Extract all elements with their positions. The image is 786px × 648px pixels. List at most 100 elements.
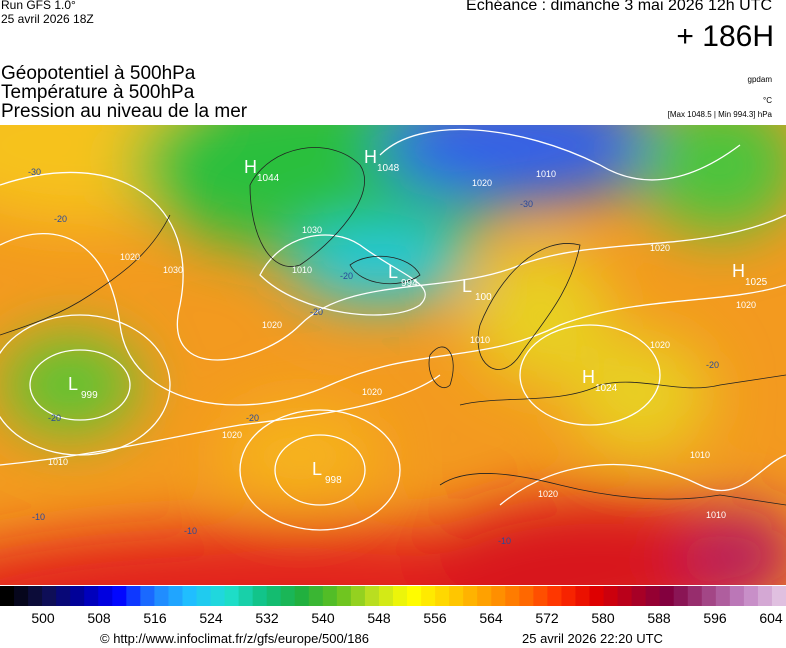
color-swatch (112, 586, 127, 606)
color-swatch (350, 586, 366, 606)
colorbar (0, 586, 786, 606)
colorbar-label: 508 (87, 610, 111, 626)
color-swatch (84, 586, 99, 606)
temperature-label: -20 (246, 413, 259, 423)
color-swatch (645, 586, 661, 606)
color-swatch (435, 586, 450, 606)
colorbar-label: 604 (759, 610, 783, 626)
color-swatch (771, 586, 786, 606)
isobar-label: 1020 (650, 243, 670, 253)
color-swatch (701, 586, 717, 606)
colorbar-label: 500 (31, 610, 55, 626)
color-swatch (561, 586, 576, 606)
isobar-label: 1020 (362, 387, 382, 397)
temperature-label: -10 (32, 512, 45, 522)
isobar-label: 1020 (472, 178, 492, 188)
center-letter: L (312, 459, 322, 479)
color-swatch (575, 586, 590, 606)
temperature-label: -30 (28, 167, 41, 177)
isobar-label: 1020 (120, 252, 140, 262)
colorbar-label: 548 (367, 610, 391, 626)
field-shading (0, 125, 786, 585)
center-value: 1048 (377, 163, 400, 174)
center-letter: H (732, 261, 745, 281)
color-swatch (617, 586, 633, 606)
color-swatch (463, 586, 478, 606)
isobar-label: 1020 (736, 300, 756, 310)
color-swatch (477, 586, 492, 606)
center-letter: H (244, 157, 257, 177)
colorbar-labels: 500 508 516 524 532 540 548 556 564 572 580 588 596 6… (0, 610, 786, 628)
colorbar-label: 532 (255, 610, 279, 626)
color-swatch (533, 586, 548, 606)
color-swatch (491, 586, 506, 606)
color-swatch (168, 586, 183, 606)
color-swatch (519, 586, 534, 606)
colorbar-label: 588 (647, 610, 671, 626)
color-swatch (252, 586, 268, 606)
unit: gpdam (747, 75, 772, 84)
center-letter: L (388, 262, 398, 282)
color-swatch (687, 586, 703, 606)
color-swatch (210, 586, 226, 606)
field: Température à 500hPa (1, 82, 195, 103)
color-swatch (42, 586, 57, 606)
valid-time: Echéance : dimanche 3 mai 2026 12h UTC (466, 0, 772, 14)
color-swatch (322, 586, 338, 606)
color-swatch (589, 586, 605, 606)
lead-time: + 186H (676, 20, 774, 53)
center-value: 100 (475, 292, 492, 303)
color-swatch (98, 586, 113, 606)
temperature-label: -20 (706, 360, 719, 370)
color-swatch (659, 586, 675, 606)
color-swatch (224, 586, 240, 606)
color-swatch (378, 586, 394, 606)
colorbar-label: 516 (143, 610, 167, 626)
isobar-label: 1010 (706, 510, 726, 520)
isobar-labels: 1030 1020 1020 1020 1020 1010 1010 1010 1020 1020… (48, 169, 756, 520)
center-value: 1025 (745, 277, 768, 288)
isobar-label: 1030 (302, 225, 322, 235)
field: Pression au niveau de la mer (1, 101, 248, 122)
unit: °C (763, 96, 772, 105)
colorbar-label: 572 (535, 610, 559, 626)
color-swatch (336, 586, 352, 606)
center-value: 994 (401, 278, 418, 289)
color-swatch (196, 586, 212, 606)
isobar-label: 1010 (690, 450, 710, 460)
color-swatch (673, 586, 689, 606)
isobar-label: 1010 (48, 457, 68, 467)
color-swatch (56, 586, 71, 606)
color-swatch (715, 586, 731, 606)
footer-date: 25 avril 2026 22:20 UTC (522, 631, 663, 646)
color-swatch (0, 586, 15, 606)
colorbar-label: 540 (311, 610, 335, 626)
run: Run GFS 1.0° (1, 0, 76, 12)
color-swatch (421, 586, 436, 606)
center-letter: H (582, 367, 595, 387)
color-swatch (182, 586, 197, 606)
temperature-label: -10 (498, 536, 511, 546)
color-swatch (28, 586, 43, 606)
center-letter: L (68, 374, 78, 394)
color-swatch (407, 586, 422, 606)
isobar-label: 1010 (536, 169, 556, 179)
color-swatch (294, 586, 310, 606)
temperature-label: -30 (520, 199, 533, 209)
center-value: 999 (81, 390, 98, 401)
color-swatch (266, 586, 282, 606)
center-value: 998 (325, 475, 342, 486)
color-swatch (364, 586, 380, 606)
center-letter: H (364, 147, 377, 167)
temperature-labels: -30 -20 -20 -20 -20 -30 -20 -20 -10 -10 -10 (28, 167, 719, 546)
isobar-label: 1030 (163, 265, 183, 275)
isobar-label: 1020 (262, 320, 282, 330)
color-swatch (238, 586, 254, 606)
